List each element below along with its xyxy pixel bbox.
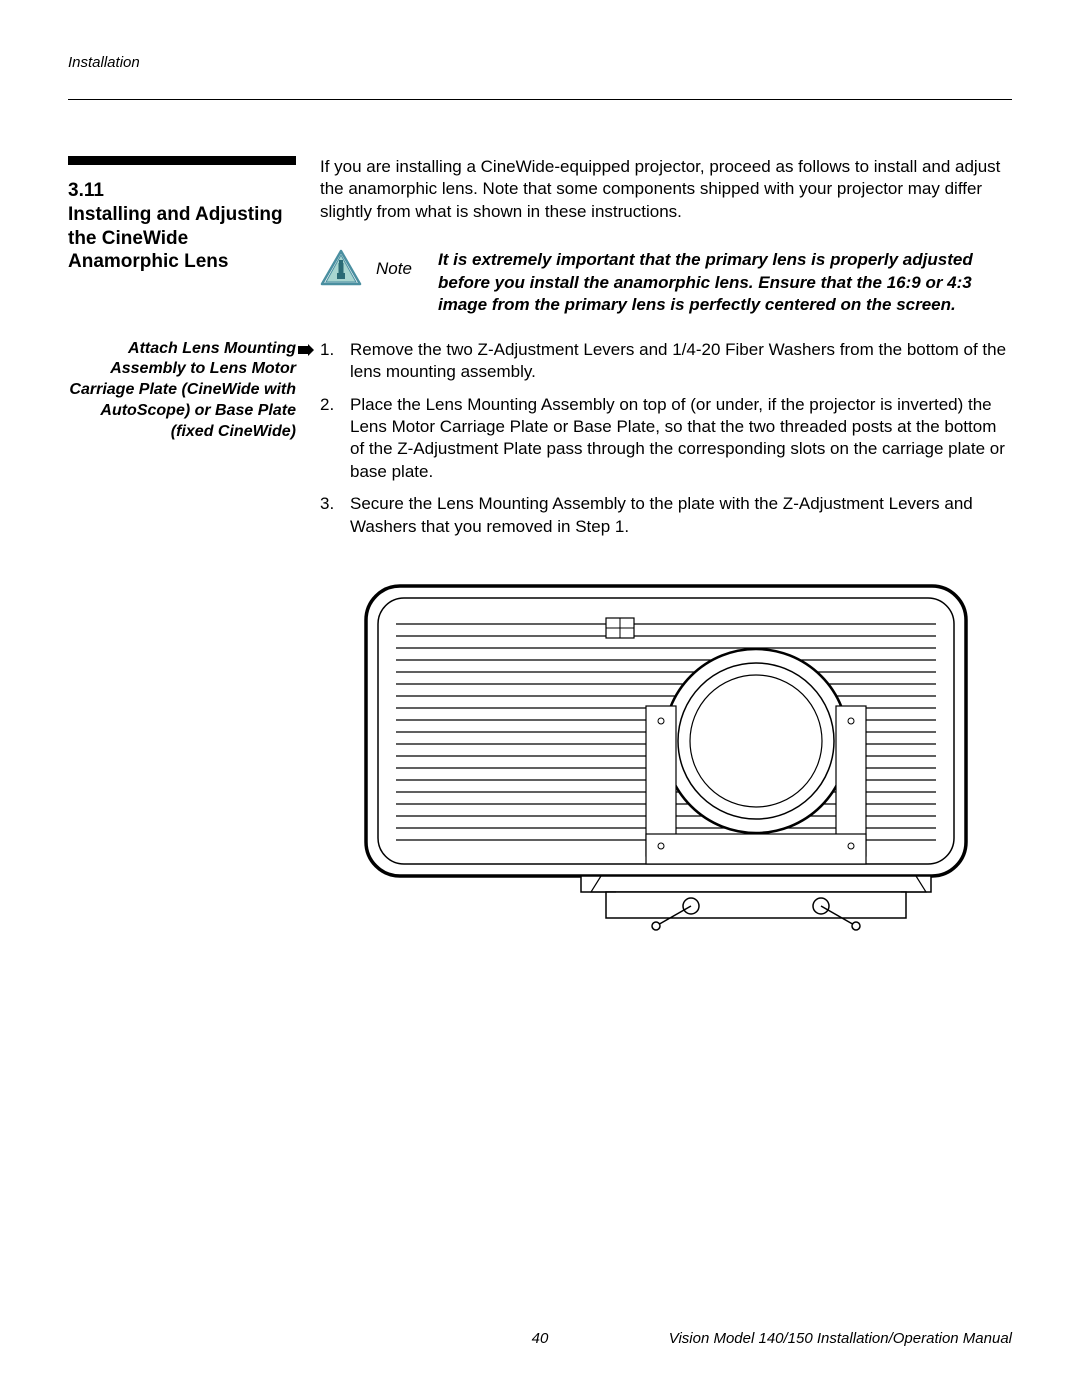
subsection-row: Attach Lens Mounting Assembly to Lens Mo… — [68, 339, 1012, 952]
section-title: Installing and Adjusting the CineWide An… — [68, 203, 296, 274]
warning-icon — [320, 249, 362, 292]
page-header-section: Installation — [68, 54, 1012, 71]
header-rule — [68, 99, 1012, 100]
page-number: 40 — [532, 1330, 549, 1347]
right-column: If you are installing a CineWide-equippe… — [320, 156, 1012, 339]
page-footer: 40 Vision Model 140/150 Installation/Ope… — [68, 1330, 1012, 1347]
note-block: Note It is extremely important that the … — [320, 249, 1012, 316]
note-text: It is extremely important that the prima… — [438, 249, 1012, 316]
steps-list: Remove the two Z-Adjustment Levers and 1… — [320, 339, 1012, 539]
manual-title: Vision Model 140/150 Installation/Operat… — [669, 1330, 1012, 1347]
step-item: Remove the two Z-Adjustment Levers and 1… — [320, 339, 1012, 384]
section-bar — [68, 156, 296, 165]
content-area: 3.11 Installing and Adjusting the CineWi… — [68, 156, 1012, 339]
note-label: Note — [376, 249, 424, 279]
section-number: 3.11 — [68, 179, 296, 203]
left-column: 3.11 Installing and Adjusting the CineWi… — [68, 156, 296, 339]
subsection-heading-text: Attach Lens Mounting Assembly to Lens Mo… — [69, 340, 296, 440]
arrow-icon — [298, 342, 314, 363]
intro-paragraph: If you are installing a CineWide-equippe… — [320, 156, 1012, 223]
subsection-heading: Attach Lens Mounting Assembly to Lens Mo… — [68, 339, 296, 952]
steps-column: Remove the two Z-Adjustment Levers and 1… — [320, 339, 1012, 952]
projector-diagram — [320, 576, 1012, 951]
step-item: Secure the Lens Mounting Assembly to the… — [320, 493, 1012, 538]
step-item: Place the Lens Mounting Assembly on top … — [320, 394, 1012, 484]
